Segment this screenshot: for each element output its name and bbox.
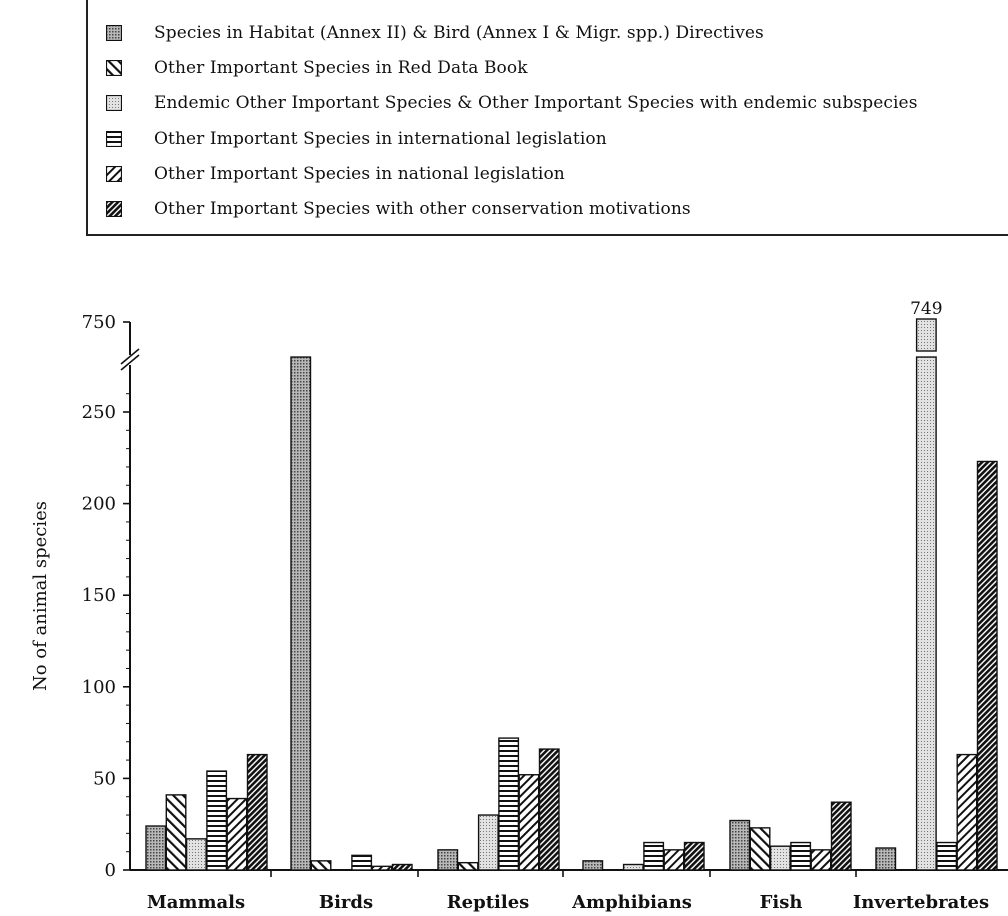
legend-label: Species in Habitat (Annex II) & Bird (An… — [154, 23, 764, 43]
y-tick-label: 100 — [82, 677, 116, 698]
legend-label: Other Important Species with other conse… — [154, 199, 691, 219]
legend-label: Other Important Species in international… — [154, 129, 607, 149]
y-tick-label: 0 — [105, 860, 116, 881]
bar — [729, 819, 751, 871]
y-tick-label: 50 — [93, 768, 116, 789]
bar — [290, 356, 312, 871]
axis-break-mark — [120, 348, 140, 365]
bar — [875, 847, 897, 871]
bar — [310, 860, 332, 871]
legend-swatch-endemic — [106, 95, 122, 111]
data-label: 749 — [910, 299, 942, 319]
legend-item: Species in Habitat (Annex II) & Bird (An… — [106, 20, 764, 46]
bar — [582, 860, 604, 871]
legend-label: Other Important Species in national legi… — [154, 164, 565, 184]
bar — [810, 849, 832, 871]
x-tick-label: Invertebrates — [853, 892, 989, 913]
bar — [769, 845, 791, 871]
legend-label: Endemic Other Important Species & Other … — [154, 93, 918, 113]
legend-swatch-international — [106, 131, 122, 147]
bar — [936, 841, 958, 871]
bar — [663, 849, 685, 871]
legend-swatch-habitat — [106, 25, 122, 41]
bar — [538, 748, 560, 871]
bar — [643, 841, 665, 871]
axis-break-mark — [120, 354, 140, 371]
y-tick-label: 150 — [82, 585, 116, 606]
y-axis-label: No of animal species — [30, 501, 51, 691]
legend-swatch-red-data-book — [106, 60, 122, 76]
bar — [749, 827, 771, 871]
bar — [391, 863, 413, 871]
legend-swatch-national — [106, 166, 122, 182]
bar — [790, 841, 812, 871]
bar — [457, 861, 479, 871]
bar — [915, 356, 937, 871]
legend-item: Other Important Species in national legi… — [106, 161, 565, 187]
bar — [145, 825, 167, 871]
bar-overflow — [915, 318, 937, 352]
bar — [683, 841, 705, 871]
x-tick-label: Mammals — [147, 892, 245, 913]
bar — [956, 753, 978, 871]
chart-legend: Species in Habitat (Annex II) & Bird (An… — [86, 0, 1008, 236]
x-tick-label: Birds — [319, 892, 373, 913]
y-tick-label: 750 — [82, 312, 116, 333]
bar — [622, 863, 644, 871]
x-tick-label: Fish — [760, 892, 803, 913]
bar — [185, 838, 207, 871]
bar — [246, 753, 268, 871]
legend-item: Endemic Other Important Species & Other … — [106, 90, 918, 116]
bar — [371, 865, 393, 871]
legend-swatch-other — [106, 201, 122, 217]
bar — [165, 794, 187, 871]
bar — [437, 849, 459, 871]
bar — [477, 814, 499, 871]
x-tick-label: Amphibians — [571, 892, 692, 913]
bar — [518, 774, 540, 871]
legend-item: Other Important Species in Red Data Book — [106, 55, 528, 81]
bar — [976, 460, 998, 871]
bar — [206, 770, 228, 871]
bar — [830, 801, 852, 871]
x-tick-label: Reptiles — [447, 892, 530, 913]
bar — [498, 737, 520, 871]
bar — [351, 854, 373, 871]
legend-item: Other Important Species in international… — [106, 126, 607, 152]
legend-item: Other Important Species with other conse… — [106, 196, 691, 222]
y-tick-label: 250 — [82, 402, 116, 423]
bar — [226, 797, 248, 871]
y-tick-label: 200 — [82, 494, 116, 515]
legend-label: Other Important Species in Red Data Book — [154, 58, 528, 78]
